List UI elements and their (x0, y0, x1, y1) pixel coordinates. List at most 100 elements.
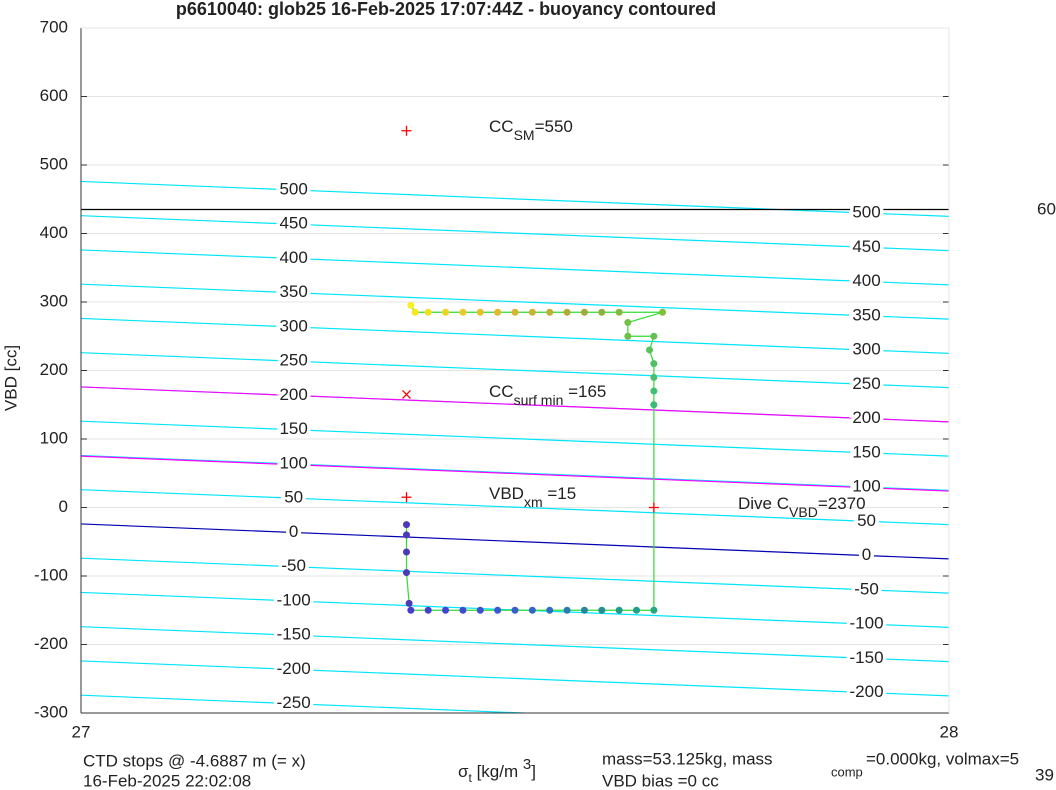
data-point (624, 332, 632, 340)
contour-label: 350 (279, 282, 307, 301)
y-tick-label: 500 (40, 154, 68, 173)
contour-label: 300 (279, 316, 307, 335)
data-point (633, 606, 641, 614)
annotation: Dive CVBD=2370 (738, 494, 866, 519)
contour-line (81, 215, 949, 252)
annotation-main: VBD (489, 484, 524, 503)
data-point (624, 319, 632, 327)
contour-line (81, 557, 949, 594)
marker (401, 125, 412, 136)
data-point (442, 308, 450, 316)
y-axis-label: VBD [cc] (1, 345, 20, 411)
data-point (580, 308, 588, 316)
chart-title: p6610040: glob25 16-Feb-2025 17:07:44Z -… (176, 0, 716, 19)
data-point (407, 301, 415, 309)
annotation-sub: SM (514, 127, 535, 143)
data-point (494, 308, 502, 316)
annotation-sub: VBD (789, 504, 818, 520)
data-point (546, 308, 554, 316)
footer-bias: VBD bias =0 cc (602, 771, 719, 790)
reference-line (81, 455, 949, 492)
data-point (494, 606, 502, 614)
annotation-rest: =550 (535, 117, 573, 136)
contour-label: 200 (279, 385, 307, 404)
contour-label: 500 (279, 179, 307, 198)
footer-side-bottom: 39 (1035, 765, 1054, 784)
marker (402, 390, 411, 399)
footer-date: 16-Feb-2025 22:02:08 (83, 771, 251, 790)
contour-label: -150 (850, 648, 884, 667)
contour-label: 50 (284, 488, 303, 507)
reference-line (81, 386, 949, 423)
data-point (407, 606, 415, 614)
contour-label: 450 (279, 214, 307, 233)
data-point (650, 387, 658, 395)
annotation-main: CC (489, 117, 514, 136)
contour-label: -50 (854, 579, 879, 598)
contour-label: 0 (862, 545, 871, 564)
contour-label: 350 (852, 305, 880, 324)
annotation-main: CC (489, 382, 514, 401)
annotation-rest: =165 (563, 382, 606, 401)
contour-label: 400 (279, 248, 307, 267)
marker (401, 492, 412, 503)
footer-mass: mass=53.125kg, mass (602, 749, 773, 768)
contour-label: 200 (852, 408, 880, 427)
y-tick-label: -300 (34, 702, 68, 721)
x-label-end: ] (531, 762, 536, 781)
y-tick-label: 700 (40, 17, 68, 36)
data-point (411, 308, 419, 316)
data-point (405, 599, 413, 607)
contour-line (81, 454, 949, 491)
y-tick-label: 300 (40, 291, 68, 310)
contour-line (81, 352, 949, 389)
contour-label: -250 (277, 693, 311, 712)
x-tick-label: 28 (940, 722, 959, 741)
y-tick-label: -200 (34, 634, 68, 653)
contour-label: -100 (277, 590, 311, 609)
trail-line (405, 305, 663, 611)
data-point (528, 308, 536, 316)
y-tick-label: 100 (40, 428, 68, 447)
contour-label: 100 (279, 453, 307, 472)
y-tick-label: 200 (40, 360, 68, 379)
contour-line (81, 283, 949, 320)
y-tick-label: -100 (34, 565, 68, 584)
contour-label: 150 (852, 442, 880, 461)
plot-area (81, 28, 949, 713)
data-point (659, 308, 667, 316)
annotation-rest: =15 (543, 484, 577, 503)
contour-label: 0 (289, 522, 298, 541)
x-label-sup: 3 (523, 756, 531, 773)
annotation: CCSM=550 (489, 117, 573, 142)
data-point (403, 548, 410, 556)
contour-label: 50 (857, 511, 876, 530)
marker (648, 502, 659, 513)
data-point (403, 569, 410, 577)
data-point (615, 606, 623, 614)
x-label-sub: t (469, 771, 473, 785)
annotation-sub: xm (524, 494, 543, 510)
data-point (459, 308, 467, 316)
y-tick-label: 0 (59, 497, 68, 516)
data-point (424, 606, 432, 614)
contour-line (81, 626, 949, 663)
x-axis-label: σt [kg/m 3] (458, 756, 536, 785)
data-point (403, 531, 410, 539)
data-point (650, 401, 658, 409)
data-point (650, 606, 658, 614)
contour-label: 500 (852, 203, 880, 222)
contour-label: 250 (852, 374, 880, 393)
data-point (476, 308, 484, 316)
y-tick-label: 600 (40, 86, 68, 105)
data-point (650, 332, 658, 340)
footer-comp: comp (831, 764, 863, 779)
footer-ctd: CTD stops @ -4.6887 m (= x) (83, 751, 306, 770)
data-point (511, 308, 519, 316)
data-point (650, 360, 658, 368)
contour-label: -50 (281, 556, 306, 575)
contour-line (81, 180, 949, 217)
contour-label: 450 (852, 237, 880, 256)
contour-line (81, 249, 949, 286)
data-point (650, 373, 658, 381)
